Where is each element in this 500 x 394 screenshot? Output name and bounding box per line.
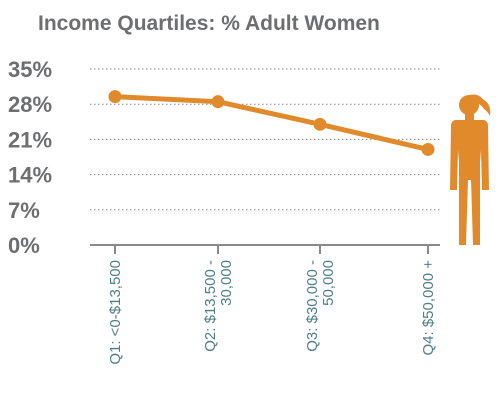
y-tick-label: 7%: [8, 198, 40, 223]
x-tick-label-line: 50,000: [320, 260, 337, 306]
y-tick-label: 0%: [8, 233, 40, 258]
series: [108, 90, 435, 156]
x-tick-label: Q1: <0-$13,500: [107, 260, 124, 365]
woman-figure-icon: [450, 94, 491, 245]
y-tick-labels: 0% 7% 14% 21% 28% 35%: [8, 57, 52, 258]
x-tick-label-line: 30,000: [218, 260, 235, 306]
x-tick-label-line: Q2: $13,500 -: [202, 260, 219, 352]
x-tick-label: Q3: $30,000 -50,000: [304, 260, 337, 352]
data-point: [108, 90, 122, 104]
y-tick-label: 14%: [8, 163, 52, 188]
y-tick-label: 28%: [8, 92, 52, 117]
series-line: [114, 94, 429, 152]
x-tick-label-line: Q3: $30,000 -: [304, 260, 321, 352]
x-tick-label: Q2: $13,500 -30,000: [202, 260, 235, 352]
x-tick-label-line: Q1: <0-$13,500: [107, 260, 124, 365]
chart-title: Income Quartiles: % Adult Women: [38, 12, 380, 35]
x-tick-label: Q4: $50,000 +: [420, 260, 437, 356]
x-tick-labels: Q1: <0-$13,500 Q2: $13,500 -30,000 Q3: $30…: [107, 245, 437, 365]
data-point: [313, 117, 327, 131]
x-tick-label-line: Q4: $50,000 +: [420, 260, 437, 356]
data-point: [211, 95, 225, 109]
data-point: [421, 142, 435, 156]
y-tick-label: 35%: [8, 57, 52, 82]
y-tick-label: 21%: [8, 127, 52, 152]
